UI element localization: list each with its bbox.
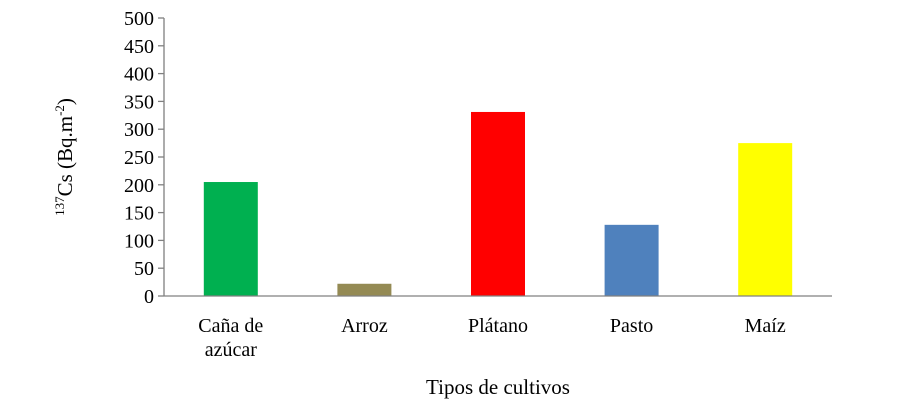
y-axis-title-end: ) bbox=[53, 98, 77, 105]
bar-2 bbox=[471, 111, 525, 297]
y-tick-label: 50 bbox=[134, 258, 154, 280]
y-axis-title: 137Cs (Bq.m-2) bbox=[52, 98, 77, 216]
x-category-label: Pasto bbox=[610, 315, 653, 337]
y-axis-title-sup2: -2 bbox=[52, 105, 67, 116]
x-category-label: Arroz bbox=[341, 315, 388, 337]
x-axis-category-labels: Caña de azúcar Arroz Plátano Pasto Maíz bbox=[198, 315, 786, 361]
y-tick-label: 450 bbox=[124, 36, 154, 58]
y-axis-title-sup: 137 bbox=[52, 196, 67, 216]
x-category-label: Maíz bbox=[745, 315, 786, 337]
y-tick-label: 200 bbox=[124, 175, 154, 197]
bar-0 bbox=[203, 182, 258, 296]
y-tick-label: 250 bbox=[124, 147, 154, 169]
x-category-label: Caña de azúcar bbox=[198, 315, 263, 361]
bar-3 bbox=[604, 224, 659, 296]
y-tick-label: 400 bbox=[124, 64, 154, 86]
bar-4 bbox=[738, 143, 793, 296]
x-category-label: Plátano bbox=[468, 315, 528, 337]
y-tick-label: 150 bbox=[124, 203, 154, 225]
y-axis-ticks: 0 50 100 150 200 250 300 350 400 450 500 bbox=[124, 8, 164, 308]
x-axis-title: Tipos de cultivos bbox=[426, 375, 570, 399]
bars bbox=[203, 111, 793, 297]
y-tick-label: 300 bbox=[124, 119, 154, 141]
y-tick-label: 100 bbox=[124, 230, 154, 252]
bar-1 bbox=[337, 283, 392, 296]
y-tick-label: 0 bbox=[144, 286, 154, 308]
y-tick-label: 350 bbox=[124, 91, 154, 113]
y-axis-title-main: Cs (Bq.m bbox=[53, 116, 77, 197]
y-tick-label: 500 bbox=[124, 8, 154, 30]
